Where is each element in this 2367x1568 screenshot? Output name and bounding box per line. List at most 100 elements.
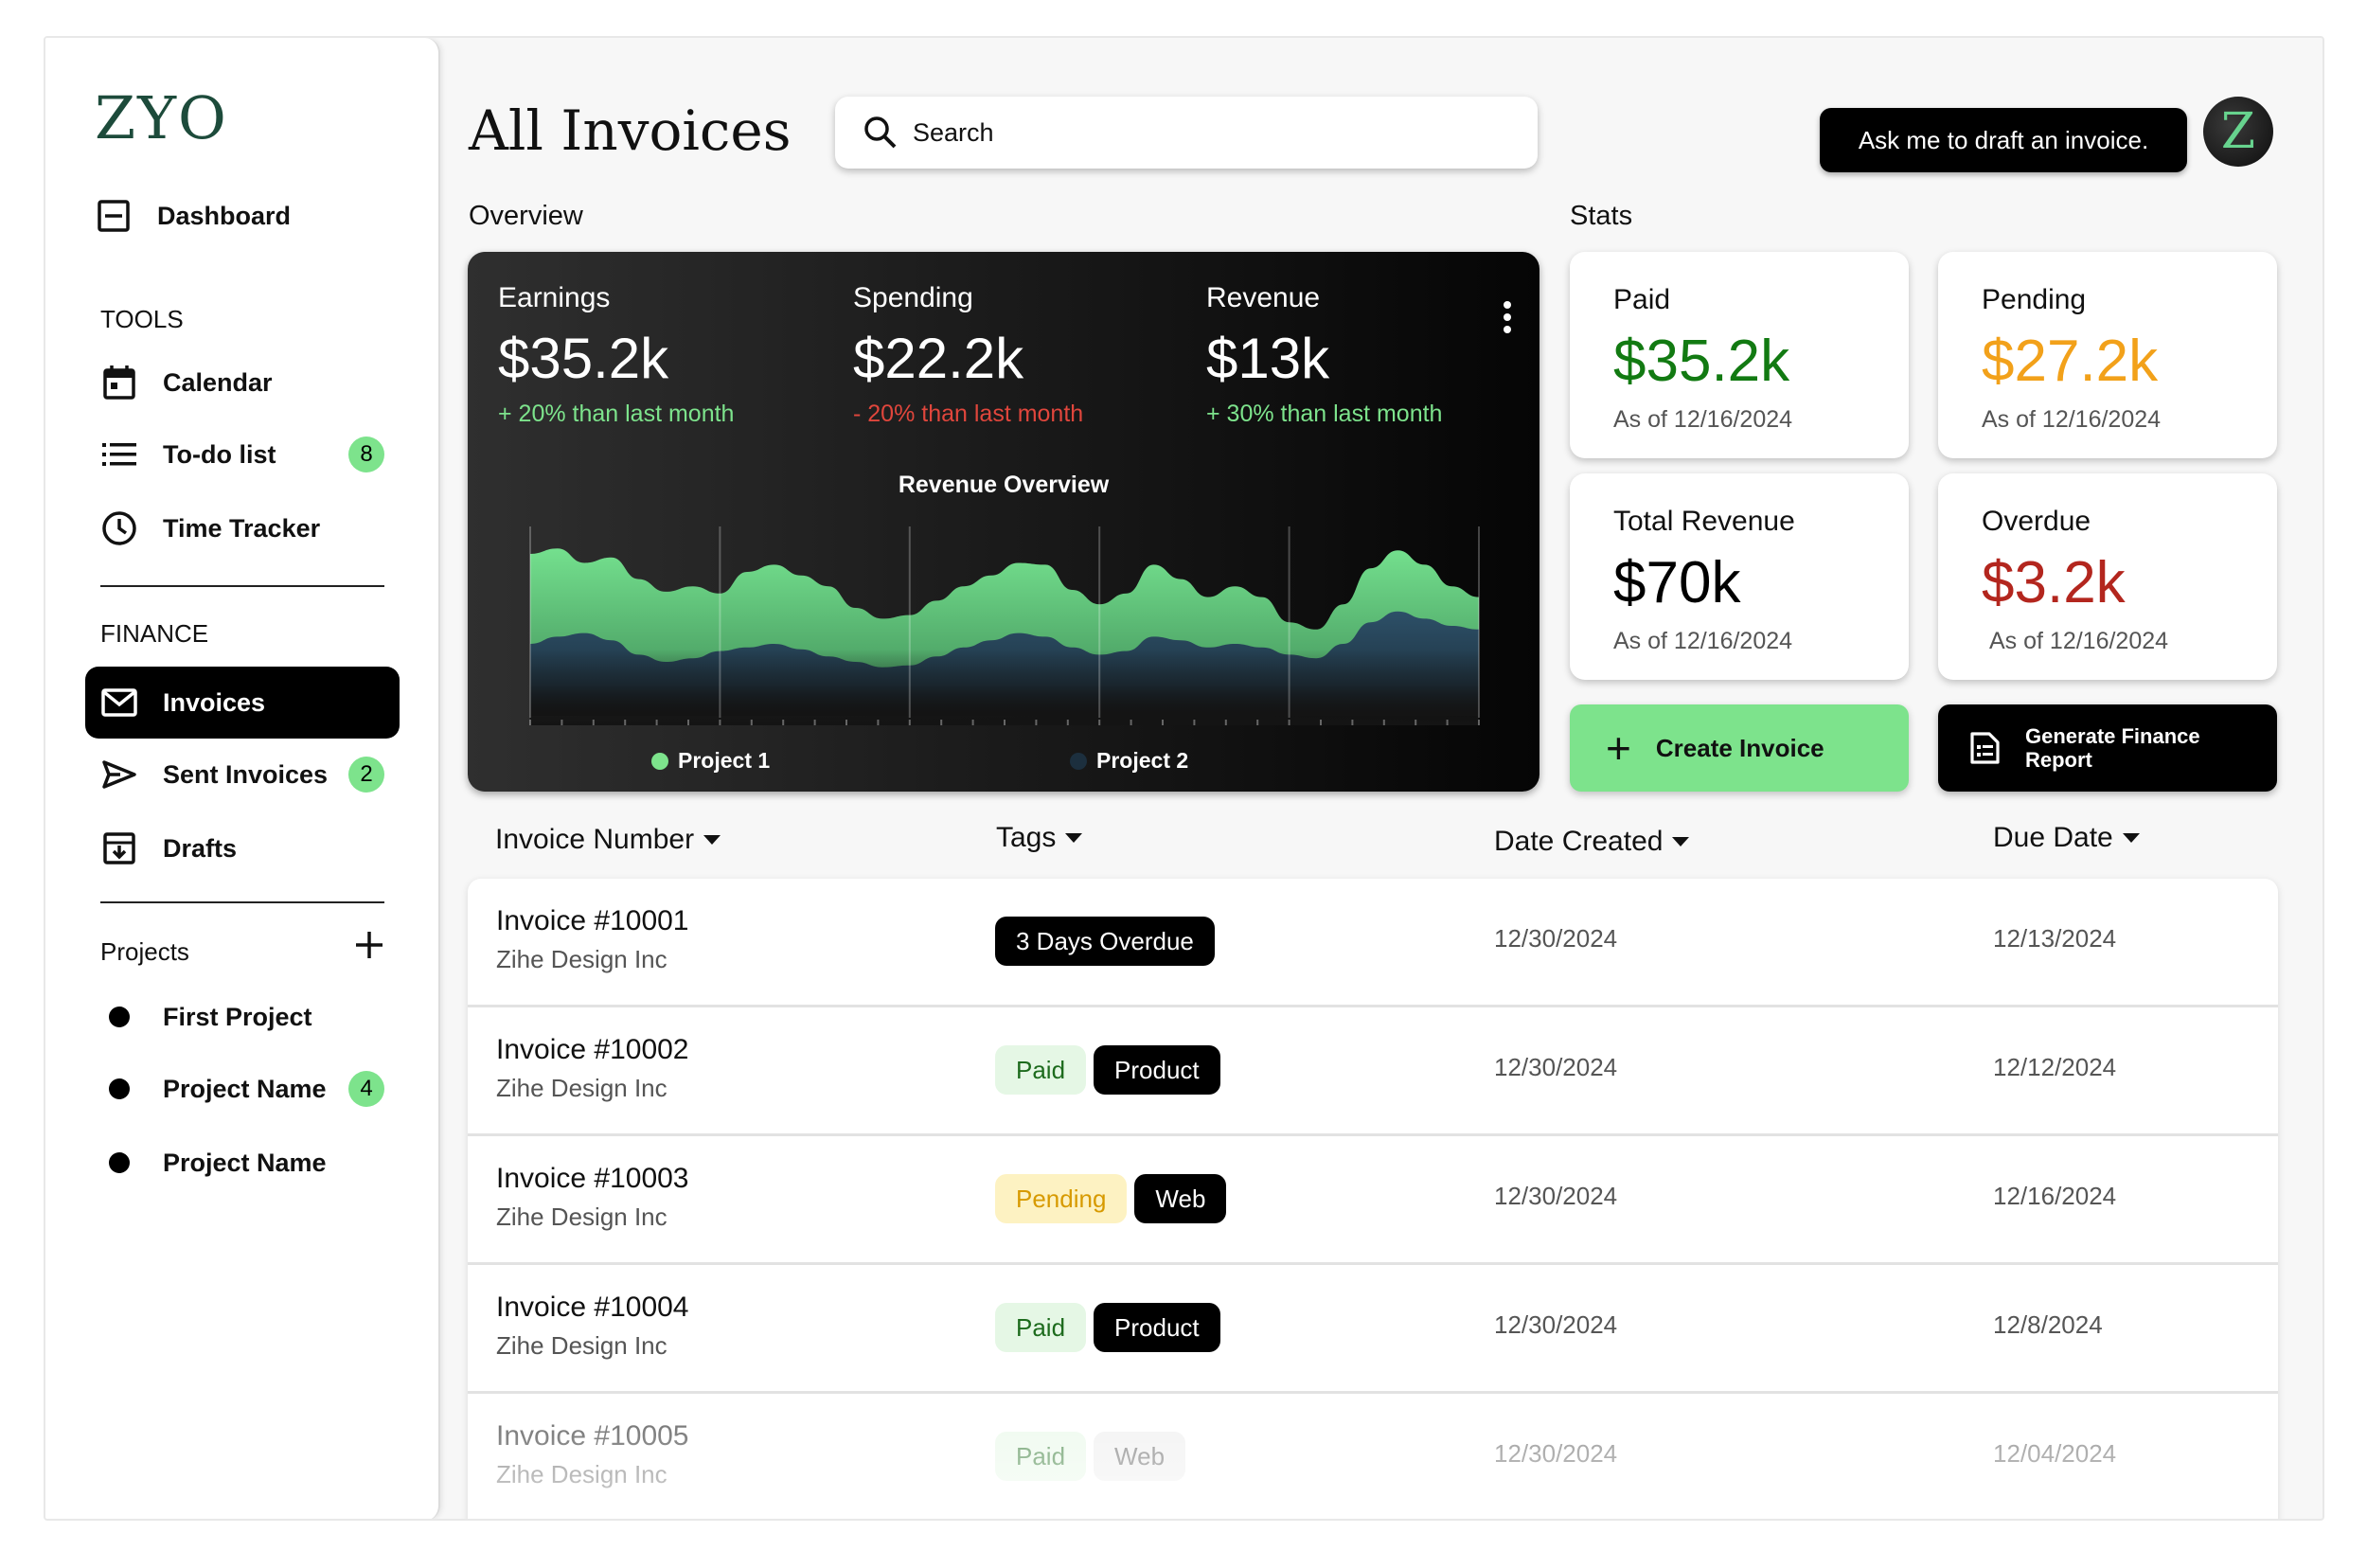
legend-label: Project 1 xyxy=(678,748,771,773)
table-row[interactable]: Invoice #10003 Zihe Design Inc Pending W… xyxy=(468,1136,2278,1265)
sidebar-item-time-tracker[interactable]: Time Tracker xyxy=(100,492,384,564)
sidebar-item-calendar[interactable]: Calendar xyxy=(100,347,384,419)
overview-card: Earnings $35.2k + 20% than last month Sp… xyxy=(468,252,1539,792)
tag-group: Paid Product xyxy=(995,1045,1228,1095)
chart-bottom-fade xyxy=(530,650,1479,725)
tag-paid: Paid xyxy=(995,1045,1087,1095)
due-date: 12/04/2024 xyxy=(1993,1439,2117,1468)
more-options-icon[interactable] xyxy=(1504,301,1511,338)
sidebar-item-label: First Project xyxy=(163,1002,312,1031)
sidebar-item-project[interactable]: Project Name 4 xyxy=(100,1053,384,1125)
todo-count-badge: 8 xyxy=(348,437,384,472)
search-input[interactable]: Search xyxy=(835,97,1538,169)
invoice-number: Invoice #10002 xyxy=(496,1034,689,1065)
table-row[interactable]: Invoice #10005 Zihe Design Inc Paid Web … xyxy=(468,1394,2278,1519)
stat-date: As of 12/16/2024 xyxy=(1989,628,2169,654)
drafts-icon xyxy=(100,829,138,867)
column-header-tags[interactable]: Tags xyxy=(996,822,1083,854)
stat-title: Pending xyxy=(1982,284,2087,315)
spending-stat: Spending $22.2k - 20% than last month xyxy=(853,282,1083,428)
project-dot-icon xyxy=(100,1070,138,1108)
table-row[interactable]: Invoice #10002 Zihe Design Inc Paid Prod… xyxy=(468,1007,2278,1136)
earnings-stat: Earnings $35.2k + 20% than last month xyxy=(498,282,734,428)
generate-report-button[interactable]: Generate Finance Report xyxy=(1938,704,2277,792)
column-header-due-date[interactable]: Due Date xyxy=(1993,822,2140,854)
create-invoice-button[interactable]: + Create Invoice xyxy=(1570,704,1909,792)
caret-down-icon xyxy=(703,835,721,845)
caret-down-icon xyxy=(2122,833,2140,843)
stat-title: Spending xyxy=(853,282,973,313)
company-name: Zihe Design Inc xyxy=(496,1460,667,1488)
sidebar-item-label: Calendar xyxy=(163,367,273,397)
column-header-date-created[interactable]: Date Created xyxy=(1494,826,1690,858)
tools-heading: TOOLS xyxy=(100,305,184,333)
overview-heading: Overview xyxy=(469,201,583,231)
legend-item-project-1: Project 1 xyxy=(651,748,770,774)
tag-paid: Paid xyxy=(995,1432,1087,1481)
table-row[interactable]: Invoice #10004 Zihe Design Inc Paid Prod… xyxy=(468,1265,2278,1394)
stat-date: As of 12/16/2024 xyxy=(1982,406,2162,433)
stat-title: Earnings xyxy=(498,282,611,313)
page-title: All Invoices xyxy=(469,98,792,163)
calendar-icon xyxy=(100,364,138,401)
app-window: ZYO Dashboard TOOLS Calendar To-do list … xyxy=(44,36,2324,1521)
project-dot-icon xyxy=(100,1144,138,1182)
sidebar-item-label: Time Tracker xyxy=(163,513,321,543)
tag-group: Paid Product xyxy=(995,1303,1228,1352)
stat-card-total-revenue: Total Revenue $70k As of 12/16/2024 xyxy=(1570,473,1909,680)
sidebar-item-label: To-do list xyxy=(163,439,276,469)
stat-value: $3.2k xyxy=(1982,550,2126,615)
stat-value: $35.2k xyxy=(498,327,669,390)
legend-swatch xyxy=(1070,752,1087,770)
stats-heading: Stats xyxy=(1570,201,1633,231)
date-created: 12/30/2024 xyxy=(1494,924,1618,953)
projects-heading: Projects xyxy=(100,937,189,966)
date-created: 12/30/2024 xyxy=(1494,1053,1618,1081)
stat-title: Overdue xyxy=(1982,506,2091,537)
button-label-line: Report xyxy=(2025,748,2092,772)
column-header-invoice-number[interactable]: Invoice Number xyxy=(495,824,721,856)
mail-icon xyxy=(100,684,138,722)
invoice-number: Invoice #10001 xyxy=(496,905,689,936)
tag-group: Pending Web xyxy=(995,1174,1234,1223)
sidebar-item-label: Project Name xyxy=(163,1148,327,1177)
sidebar-item-project[interactable]: Project Name xyxy=(100,1127,384,1199)
due-date: 12/8/2024 xyxy=(1993,1310,2103,1339)
avatar[interactable]: Z xyxy=(2203,97,2273,167)
legend-label: Project 2 xyxy=(1096,748,1189,773)
sidebar: ZYO Dashboard TOOLS Calendar To-do list … xyxy=(45,38,440,1519)
sidebar-item-todo[interactable]: To-do list 8 xyxy=(100,419,384,490)
caret-down-icon xyxy=(1065,833,1083,843)
column-header-label: Tags xyxy=(996,822,1057,853)
sidebar-item-sent-invoices[interactable]: Sent Invoices 2 xyxy=(100,739,384,811)
sidebar-item-label: Sent Invoices xyxy=(163,759,329,789)
stat-value: $13k xyxy=(1206,327,1330,390)
revenue-stat: Revenue $13k + 30% than last month xyxy=(1206,282,1442,428)
date-created: 12/30/2024 xyxy=(1494,1439,1618,1468)
company-name: Zihe Design Inc xyxy=(496,945,667,973)
column-header-label: Due Date xyxy=(1993,822,2113,853)
search-icon xyxy=(863,116,898,150)
sidebar-item-label: Project Name xyxy=(163,1074,327,1103)
stat-value: $35.2k xyxy=(1613,329,1790,394)
sidebar-item-label: Drafts xyxy=(163,833,238,863)
stat-card-overdue: Overdue $3.2k As of 12/16/2024 xyxy=(1938,473,2277,680)
stat-title: Total Revenue xyxy=(1613,506,1795,537)
sidebar-item-project[interactable]: First Project xyxy=(100,981,384,1053)
stat-date: As of 12/16/2024 xyxy=(1613,628,1793,654)
stat-card-paid: Paid $35.2k As of 12/16/2024 xyxy=(1570,252,1909,458)
sidebar-item-invoices[interactable]: Invoices xyxy=(85,667,400,739)
stat-change: - 20% than last month xyxy=(853,401,1084,427)
sidebar-item-drafts[interactable]: Drafts xyxy=(100,812,384,884)
sidebar-item-dashboard[interactable]: Dashboard xyxy=(95,180,291,252)
invoice-number: Invoice #10003 xyxy=(496,1163,689,1194)
tag-category: Product xyxy=(1094,1045,1220,1095)
table-row[interactable]: Invoice #10001 Zihe Design Inc 3 Days Ov… xyxy=(468,879,2278,1007)
app-logo: ZYO xyxy=(95,83,228,152)
plus-icon xyxy=(356,932,383,958)
legend-swatch xyxy=(651,752,668,770)
project-dot-icon xyxy=(100,998,138,1036)
ask-ai-button[interactable]: Ask me to draft an invoice. xyxy=(1820,108,2187,172)
tag-group: Paid Web xyxy=(995,1432,1193,1481)
add-project-button[interactable] xyxy=(354,930,392,968)
